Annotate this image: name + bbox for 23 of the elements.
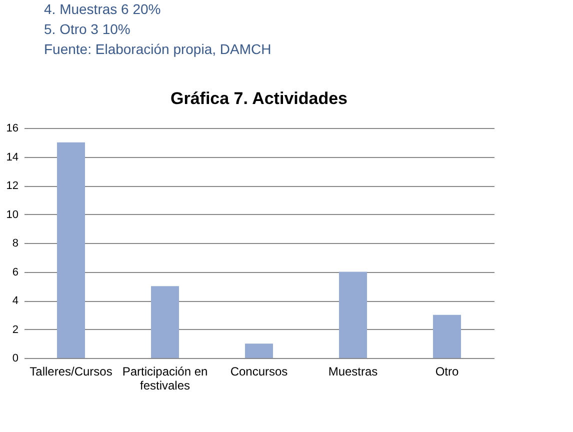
bar [339, 272, 367, 358]
x-tick-label: Talleres/Cursos [30, 364, 112, 378]
y-tick-label: 16 [6, 122, 18, 134]
y-tick-label: 0 [12, 352, 18, 364]
y-tick-label: 4 [12, 295, 18, 307]
source-note: Fuente: Elaboración propia, DAMCH [44, 41, 272, 57]
y-tick-label: 14 [6, 151, 18, 164]
bar [245, 344, 273, 358]
text: 4. Muestras 6 20% [44, 1, 161, 17]
x-tick-label: Participación en festivales [122, 364, 208, 392]
y-tick-label: 8 [12, 238, 18, 250]
bar [151, 286, 179, 358]
x-tick-label: Muestras [328, 364, 378, 378]
chart-title: Gráfica 7. Actividades [170, 89, 348, 108]
x-tick-label: Otro [435, 364, 459, 378]
y-tick-label: 10 [6, 208, 18, 221]
text: 5. Otro 3 10% [44, 21, 130, 37]
y-tick-label: 2 [12, 324, 18, 336]
bar [57, 142, 85, 358]
x-tick-label: Concursos [230, 364, 288, 378]
y-tick-label: 12 [6, 180, 18, 192]
bar [433, 314, 461, 358]
y-tick-label: 6 [12, 266, 18, 278]
